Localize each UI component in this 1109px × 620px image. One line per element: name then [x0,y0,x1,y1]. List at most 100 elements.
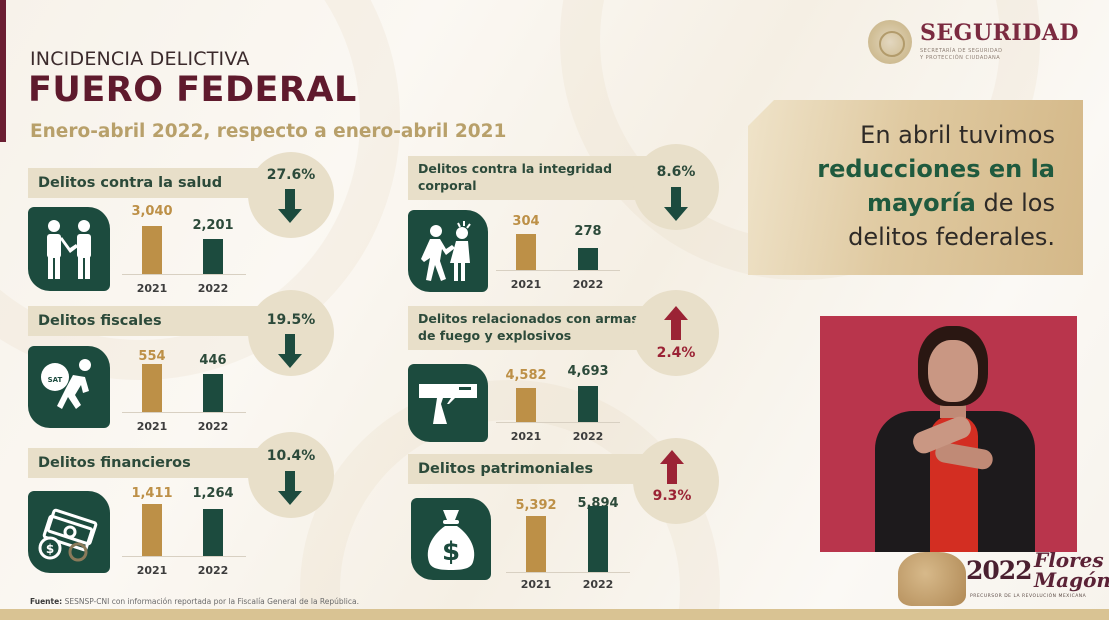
bar-2022 [203,374,223,412]
logo-line-1: SECRETARÍA DE SEGURIDAD [920,48,1003,54]
card-title: Delitos financieros [38,455,191,471]
year-label-2022: 2022 [197,564,229,577]
card-label-band: Delitos fiscales [28,306,288,336]
year-label-2021: 2021 [136,564,168,577]
badge-year: 2022 [966,556,1033,585]
handshake-exchange-icon [28,207,110,291]
source-note: Fuente: SESNSP-CNI con información repor… [30,597,359,606]
value-2022: 4,693 [567,364,609,379]
card-title: Delitos fiscales [38,313,162,329]
year-label-2021: 2021 [520,578,552,591]
badge-caption: PRECURSOR DE LA REVOLUCIÓN MEXICANA [970,594,1087,599]
bar-2022 [203,509,223,556]
value-2022: 5,894 [577,496,619,511]
page-subtitle: INCIDENCIA DELICTIVA [30,48,250,70]
card-label-band: Delitos contra la integridad corporal [408,156,664,200]
chart-baseline [122,556,246,557]
card-label-band: Delitos patrimoniales [408,454,664,484]
seguridad-logo: SEGURIDAD SECRETARÍA DE SEGURIDAD Y PROT… [866,18,1096,68]
year-label-2021: 2021 [136,282,168,295]
money-bills-coins-icon: $ [28,491,110,573]
period-label: Enero-abril 2022, respecto a enero-abril… [30,121,507,142]
card-title: Delitos patrimoniales [418,461,594,477]
sign-language-interpreter-video [820,316,1077,552]
bar-2021 [526,516,546,572]
summary-text: En abril tuvimos reducciones en la mayor… [817,121,1055,251]
bar-2022 [203,239,223,274]
bar-2021 [516,388,536,422]
change-percent: 8.6% [656,164,696,180]
badge-name: Flores Magón [1034,548,1109,592]
portrait-icon [898,552,966,606]
sat-sack-runner-icon: SAT [28,346,110,428]
accent-bar [0,0,6,142]
card-delitos-salud: Delitos contra la salud 27.6% 3,040 2,20… [28,152,368,302]
card-delitos-patrimoniales: Delitos patrimoniales 9.3% $ 5,392 5,894… [408,438,738,592]
value-2021: 1,411 [131,486,173,501]
change-percent: 9.3% [652,488,692,504]
card-label-band: Delitos financieros [28,448,288,478]
logo-line-2: Y PROTECCIÓN CIUDADANA [920,55,1001,61]
chart-baseline [122,274,246,275]
year-label-2022: 2022 [197,420,229,433]
svg-text:$: $ [46,542,54,556]
national-seal-icon [868,20,912,64]
pistol-icon [408,364,488,442]
arrow-down-icon [664,187,688,221]
change-percent: 19.5% [266,312,316,328]
arrow-up-icon [664,306,688,340]
summary-callout: En abril tuvimos reducciones en la mayor… [748,100,1083,275]
chart-baseline [496,422,620,423]
bar-2022 [578,248,598,270]
money-bag-icon: $ [411,498,491,580]
bar-2022 [578,386,598,422]
arrow-down-icon [278,471,302,505]
card-label-band: Delitos contra la salud [28,168,288,198]
year-label-2021: 2021 [510,430,542,443]
bar-2021 [142,226,162,274]
card-label-band: Delitos relacionados con armas de fuego y… [408,306,664,350]
bottom-strip [0,609,1109,620]
value-2022: 446 [199,353,227,368]
value-2021: 4,582 [505,368,547,383]
chart-baseline [506,572,630,573]
year-label-2022: 2022 [197,282,229,295]
value-2021: 5,392 [515,498,557,513]
card-title: Delitos relacionados con armas de fuego y… [418,311,639,343]
card-title: Delitos contra la integridad corporal [418,161,613,193]
bar-2022 [588,506,608,572]
value-2021: 554 [138,349,166,364]
value-2021: 3,040 [131,204,173,219]
arrow-down-icon [278,334,302,368]
bar-2021 [516,234,536,270]
card-integridad-corporal: Delitos contra la integridad corporal 8.6… [408,144,738,300]
card-delitos-financieros: Delitos financieros 10.4% $ 1,411 1,264 … [28,432,368,586]
year-label-2021: 2021 [136,420,168,433]
change-percent: 2.4% [656,345,696,361]
year-label-2022: 2022 [572,278,604,291]
chart-baseline [496,270,620,271]
value-2022: 2,201 [192,218,234,233]
value-2022: 278 [574,224,602,239]
change-percent: 27.6% [266,167,316,183]
arrow-down-icon [278,189,302,223]
year-label-2022: 2022 [572,430,604,443]
assault-icon [408,210,488,292]
svg-text:SAT: SAT [48,376,63,384]
value-2022: 1,264 [192,486,234,501]
bar-2021 [142,364,162,412]
year-label-2021: 2021 [510,278,542,291]
arrow-up-icon [660,450,684,484]
page-title: FUERO FEDERAL [28,70,357,110]
bar-2021 [142,504,162,556]
chart-baseline [122,412,246,413]
card-armas-fuego: Delitos relacionados con armas de fuego y… [408,290,738,446]
year-label-2022: 2022 [582,578,614,591]
change-percent: 10.4% [266,448,316,464]
svg-text:$: $ [442,537,460,567]
value-2021: 304 [512,214,540,229]
logo-title: SEGURIDAD [920,20,1079,46]
card-title: Delitos contra la salud [38,175,223,191]
card-delitos-fiscales: Delitos fiscales 19.5% SAT 554 446 2021 … [28,290,368,444]
flores-magon-badge: 2022 Flores Magón PRECURSOR DE LA REVOLUC… [898,550,1109,608]
